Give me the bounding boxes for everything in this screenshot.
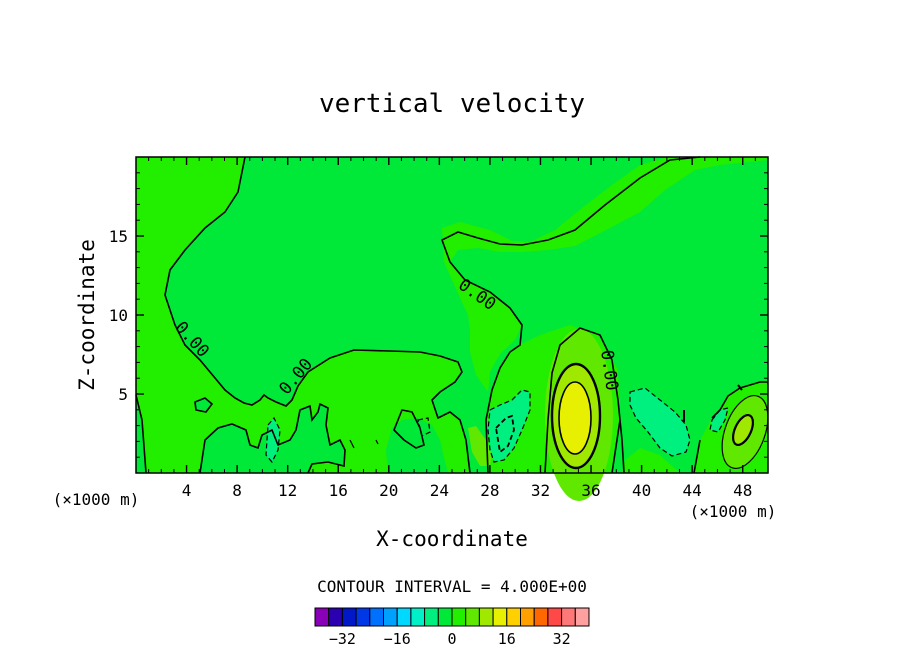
x-tick-label: 24 xyxy=(430,481,449,500)
dashed-contours xyxy=(265,387,729,464)
colorbar xyxy=(314,607,590,627)
colorbar-cell xyxy=(561,607,576,627)
colorbar-labels: −32 −16 0 16 32 xyxy=(329,630,571,648)
downdraft-region-46 xyxy=(710,408,728,432)
colorbar-tick-label: 32 xyxy=(553,630,571,648)
colorbar-cell xyxy=(574,607,590,627)
x-unit-left: (×1000 m) xyxy=(53,490,140,509)
colorbar-cell xyxy=(341,607,357,627)
contour-interval-text: CONTOUR INTERVAL = 4.000E+00 xyxy=(317,577,587,596)
colorbar-tick-label: 0 xyxy=(447,630,456,648)
downdraft-region-28 xyxy=(488,390,530,462)
contour-region-lower-left xyxy=(136,395,448,473)
colorbar-cell xyxy=(451,607,467,627)
x-tick-label: 48 xyxy=(733,481,752,500)
colorbar-cell xyxy=(355,607,371,627)
x-tick-label: 16 xyxy=(329,481,348,500)
x-tick-label: 36 xyxy=(581,481,600,500)
colorbar-cell xyxy=(437,607,453,627)
updraft-contour-12 xyxy=(559,382,591,454)
y-tick-label: 10 xyxy=(109,306,128,325)
x-tick-label: 32 xyxy=(531,481,550,500)
colorbar-cell xyxy=(520,607,535,627)
colorbar-cell xyxy=(314,607,330,627)
x-axis: 4 8 12 16 20 24 28 32 36 40 44 48 xyxy=(148,157,756,500)
colorbar-cell xyxy=(328,607,343,627)
x-unit-right: (×1000 m) xyxy=(690,502,777,521)
colorbar-tick-label: −32 xyxy=(329,630,356,648)
chart-title: vertical velocity xyxy=(319,89,585,119)
colorbar-cell xyxy=(465,607,480,627)
colorbar-cell xyxy=(383,607,398,627)
y-axis-label: Z-coordinate xyxy=(75,239,99,391)
y-tick-label: 15 xyxy=(109,227,128,246)
downdraft-region-40 xyxy=(630,388,690,456)
colorbar-cell xyxy=(396,607,412,627)
colorbar-tick-label: −16 xyxy=(384,630,411,648)
colorbar-cell xyxy=(410,607,426,627)
contour-lines xyxy=(135,156,769,474)
x-axis-label: X-coordinate xyxy=(376,527,528,551)
colorbar-cell xyxy=(492,607,508,627)
colorbar-cell xyxy=(424,607,439,627)
plot-area: 0.00 0.00 0.00 0.00 xyxy=(135,156,769,501)
y-axis: 5 10 15 xyxy=(109,172,768,458)
x-tick-label: 44 xyxy=(683,481,702,500)
colorbar-cell xyxy=(478,607,494,627)
x-tick-label: 12 xyxy=(278,481,297,500)
x-tick-label: 20 xyxy=(379,481,398,500)
contour-region-top-left xyxy=(136,157,470,473)
colorbar-cell xyxy=(506,607,521,627)
contour-region-upper-right xyxy=(165,157,768,473)
updraft-region-26 xyxy=(468,426,492,466)
colorbar-cell xyxy=(533,607,549,627)
colorbar-cell xyxy=(547,607,563,627)
colorbar-cell xyxy=(369,607,384,627)
x-tick-label: 28 xyxy=(480,481,499,500)
downdraft-region-12 xyxy=(266,418,280,462)
x-tick-label: 4 xyxy=(182,481,192,500)
x-tick-label: 40 xyxy=(632,481,651,500)
x-tick-label: 8 xyxy=(232,481,242,500)
colorbar-tick-label: 16 xyxy=(498,630,516,648)
y-tick-label: 5 xyxy=(118,385,128,404)
